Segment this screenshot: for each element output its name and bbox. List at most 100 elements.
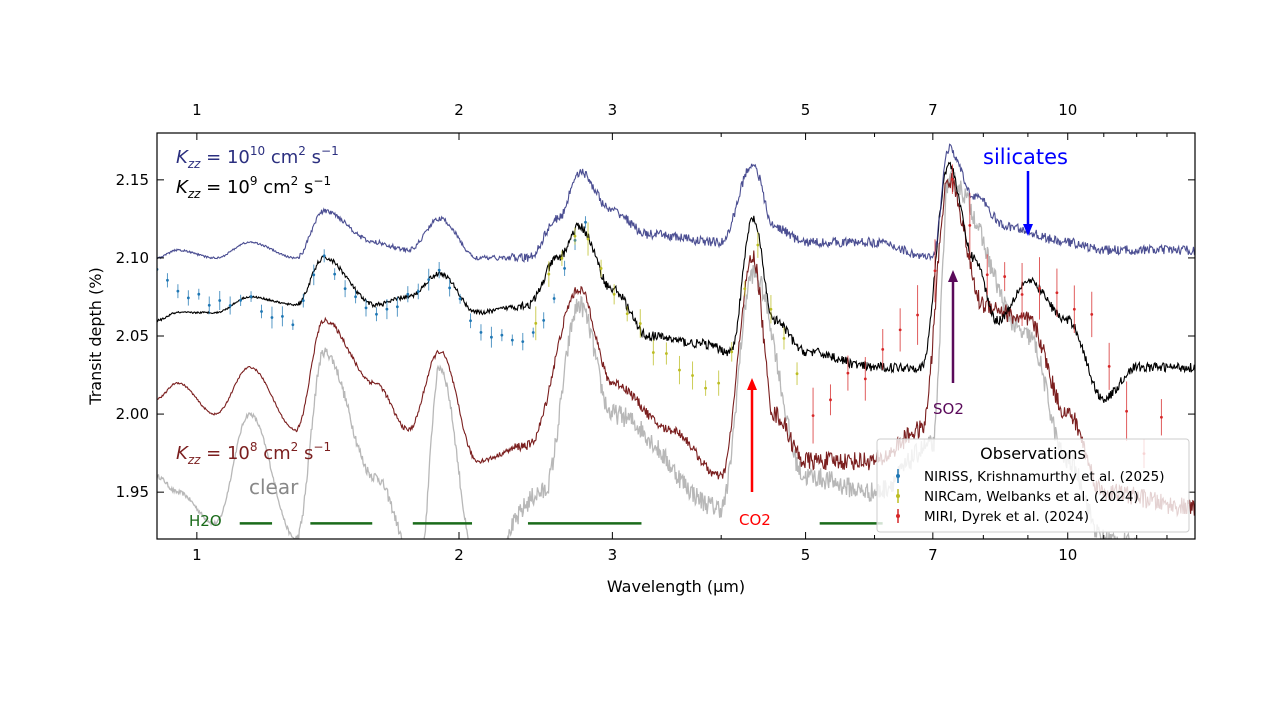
observation-set-2 [811, 164, 1163, 469]
data-point [542, 318, 546, 322]
data-point [552, 297, 556, 300]
x-tick-label-top: 1 [192, 101, 202, 119]
data-point [560, 256, 564, 260]
x-tick-label: 5 [801, 546, 811, 564]
data-point [1038, 286, 1041, 290]
x-tick-label: 10 [1058, 546, 1077, 564]
x-tick-label-top: 10 [1058, 101, 1077, 119]
co2-arrow-icon-head [747, 378, 757, 390]
data-point [521, 340, 525, 344]
data-point [881, 347, 885, 351]
data-point [916, 313, 919, 317]
data-point [1072, 307, 1076, 311]
data-point [1125, 409, 1128, 413]
legend-entry-1: NIRCam, Welbanks et al. (2024) [924, 489, 1139, 505]
data-point [691, 374, 694, 377]
x-tick-label: 1 [192, 546, 202, 564]
data-point [625, 312, 629, 316]
data-point [312, 273, 316, 277]
data-point [333, 272, 337, 276]
data-point [166, 278, 169, 282]
data-point [416, 290, 420, 293]
data-point [510, 338, 514, 342]
data-point [427, 278, 431, 282]
h2o-label: H2O [189, 512, 222, 530]
y-tick-label: 1.95 [116, 483, 149, 501]
data-point [239, 298, 243, 302]
legend-marker-dot-1 [896, 494, 900, 498]
observation-set-0 [157, 216, 587, 351]
data-point [933, 269, 937, 273]
observation-set-1 [534, 222, 799, 396]
legend-marker-dot-2 [896, 514, 900, 518]
data-point [951, 177, 954, 181]
series-line-0 [157, 143, 1195, 263]
data-point [322, 254, 326, 258]
data-point [968, 224, 972, 227]
series-label-2: Kzz = 108 cm2 s−1 [176, 440, 331, 467]
data-point [176, 289, 180, 293]
data-point [218, 299, 222, 302]
data-point [458, 297, 462, 301]
data-point [1020, 293, 1024, 296]
silicates-label: silicates [983, 145, 1068, 169]
y-tick-label: 2.00 [116, 405, 149, 423]
series-label-1: Kzz = 109 cm2 s−1 [176, 174, 331, 201]
y-tick-label: 2.05 [116, 327, 149, 345]
data-point [469, 319, 472, 323]
x-tick-label-top: 3 [608, 101, 618, 119]
data-point [406, 292, 410, 296]
data-point [281, 314, 284, 318]
data-point [343, 287, 347, 291]
data-point [228, 304, 232, 307]
so2-label: SO2 [933, 400, 964, 418]
data-point [395, 305, 399, 309]
data-point [249, 295, 253, 298]
data-point [846, 371, 850, 375]
data-point [863, 377, 867, 381]
y-tick-label: 2.15 [116, 171, 149, 189]
data-point [756, 243, 760, 247]
data-point [795, 372, 799, 376]
x-tick-label-top: 7 [928, 101, 938, 119]
x-axis-label: Wavelength (μm) [607, 577, 745, 596]
data-point [375, 312, 378, 316]
data-point [573, 234, 577, 238]
data-point [291, 323, 295, 327]
data-point [898, 328, 902, 332]
y-tick-label: 2.10 [116, 249, 149, 267]
data-point [665, 352, 668, 355]
data-point [704, 386, 707, 390]
data-point [985, 273, 989, 277]
data-point [534, 321, 538, 325]
data-point [782, 336, 786, 340]
legend-title: Observations [980, 444, 1086, 463]
data-point [678, 368, 681, 372]
data-point [186, 296, 190, 300]
data-point [197, 292, 201, 296]
data-point [1160, 415, 1163, 419]
data-point [730, 350, 734, 354]
clear-label: clear [249, 475, 299, 499]
data-point [385, 307, 389, 311]
data-point [1107, 364, 1111, 368]
data-point [531, 331, 535, 334]
data-point [1055, 291, 1059, 295]
x-tick-label-top: 5 [801, 101, 811, 119]
data-point [207, 303, 211, 307]
data-point [1003, 275, 1007, 278]
data-point [769, 307, 773, 311]
x-tick-label-top: 2 [454, 101, 464, 119]
legend: Observations NIRISS, Krishnamurthy et al… [876, 438, 1190, 533]
data-point [479, 330, 483, 334]
legend-entry-2: MIRI, Dyrek et al. (2024) [924, 509, 1089, 525]
data-point [364, 306, 368, 310]
data-point [437, 268, 441, 272]
data-point [584, 220, 587, 224]
legend-entry-0: NIRISS, Krishnamurthy et al. (2025) [924, 469, 1165, 485]
series-line-3 [157, 168, 1136, 539]
data-point [612, 292, 616, 296]
co2-label: CO2 [739, 511, 771, 529]
data-point [260, 310, 263, 313]
